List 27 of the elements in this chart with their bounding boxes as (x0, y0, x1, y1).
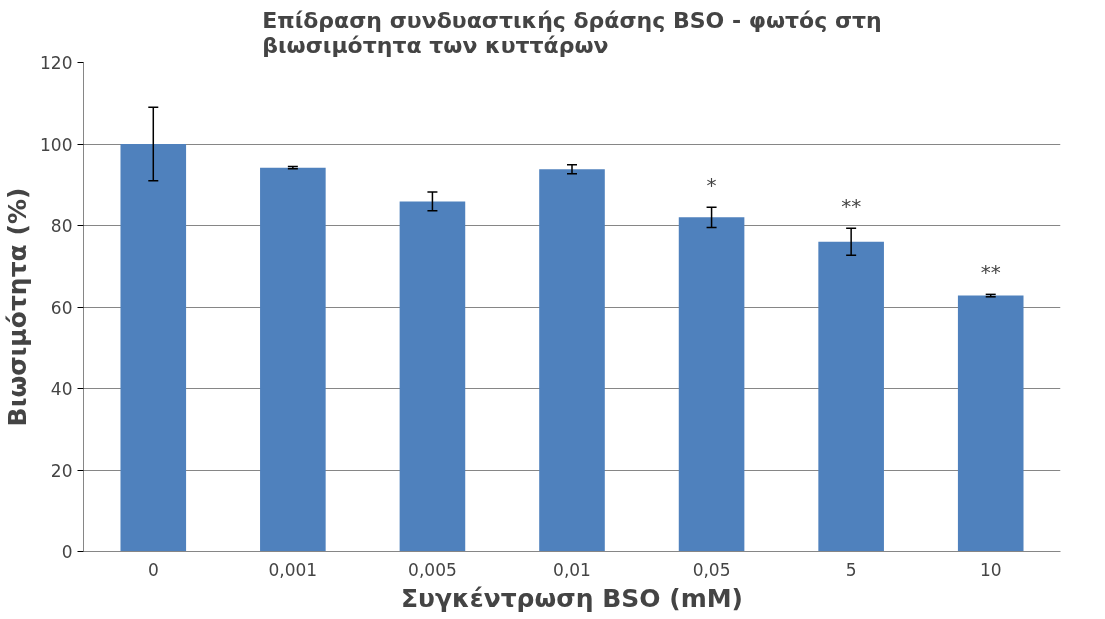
x-tick-label: 5 (845, 559, 857, 580)
bar (120, 144, 187, 552)
y-tick-label: 40 (50, 379, 73, 399)
annotation: ** (841, 194, 862, 219)
bar (539, 169, 605, 552)
y-tick-label: 0 (61, 542, 73, 562)
y-axis-title: Βιωσιμότητα (%) (3, 187, 33, 427)
x-tick-label: 0,001 (268, 559, 318, 580)
annotation: ** (980, 260, 1001, 285)
x-tick-label: 0 (147, 559, 159, 580)
y-tick-label: 100 (40, 134, 73, 155)
x-tick-label: 0,01 (553, 559, 591, 580)
bar (818, 241, 884, 552)
x-axis-title: Συγκέντρωση BSO (mM) (400, 583, 744, 613)
x-tick-label: 10 (979, 559, 1002, 580)
x-tick-label: 0,005 (408, 559, 457, 580)
bar (678, 217, 745, 552)
bar (399, 201, 466, 552)
y-tick-label: 120 (40, 53, 73, 73)
y-tick-label: 60 (50, 297, 73, 318)
y-tick-label: 80 (50, 216, 73, 236)
bar (957, 295, 1024, 552)
y-tick-label: 20 (50, 460, 73, 481)
x-tick-label: 0,05 (692, 559, 731, 580)
bar (260, 167, 326, 552)
chart-title: Επίδραση συνδυαστικής δράσης BSO - φωτός στη βιωσιμότητα των κυττάρων (262, 7, 882, 58)
annotation: * (706, 173, 717, 198)
